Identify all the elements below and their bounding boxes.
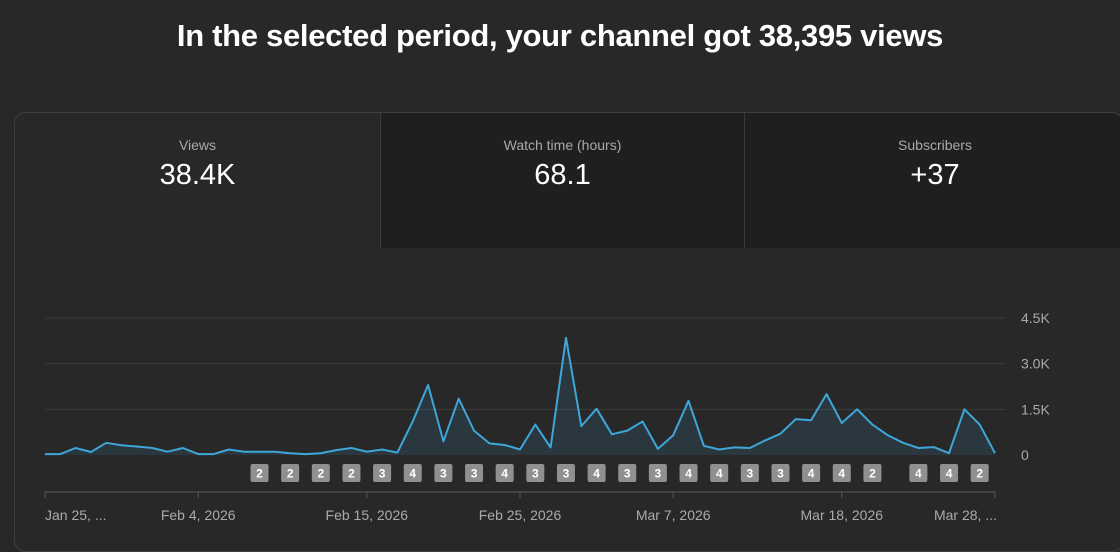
video-marker[interactable]: 4 (679, 464, 698, 482)
analytics-card: Views 38.4K Watch time (hours) 68.1 Subs… (14, 112, 1120, 552)
video-marker[interactable]: 3 (618, 464, 637, 482)
x-tick-label: Mar 7, 2026 (636, 507, 711, 523)
video-marker[interactable]: 3 (373, 464, 392, 482)
tab-watch-time[interactable]: Watch time (hours) 68.1 (380, 113, 744, 248)
video-marker-box (618, 464, 637, 482)
video-marker[interactable]: 4 (710, 464, 729, 482)
tab-watch-time-label: Watch time (hours) (503, 137, 622, 153)
y-tick-label: 3.0K (1021, 356, 1050, 372)
video-marker[interactable]: 4 (403, 464, 422, 482)
video-marker-box (281, 464, 300, 482)
y-tick-label: 0 (1021, 447, 1029, 463)
video-marker[interactable]: 4 (940, 464, 959, 482)
video-marker[interactable]: 4 (832, 464, 851, 482)
series-area (45, 337, 995, 455)
metric-tabs: Views 38.4K Watch time (hours) 68.1 Subs… (15, 113, 1120, 248)
video-marker-count: 4 (685, 467, 692, 481)
video-marker-count: 3 (471, 467, 478, 481)
video-marker-box (342, 464, 361, 482)
tab-views[interactable]: Views 38.4K (15, 113, 380, 248)
y-tick-label: 4.5K (1021, 310, 1050, 326)
video-marker-box (311, 464, 330, 482)
video-marker-box (740, 464, 759, 482)
video-marker-count: 3 (532, 467, 539, 481)
tab-subscribers-label: Subscribers (898, 137, 972, 153)
video-marker-count: 3 (379, 467, 386, 481)
video-marker-box (250, 464, 269, 482)
video-marker-count: 4 (946, 467, 953, 481)
video-marker-count: 4 (915, 467, 922, 481)
video-marker-box (940, 464, 959, 482)
video-marker[interactable]: 3 (526, 464, 545, 482)
x-tick-label: Feb 25, 2026 (479, 507, 562, 523)
video-marker[interactable]: 2 (281, 464, 300, 482)
video-marker-count: 3 (624, 467, 631, 481)
video-marker-count: 2 (348, 467, 355, 481)
video-marker[interactable]: 3 (648, 464, 667, 482)
video-marker-count: 4 (716, 467, 723, 481)
video-marker-box (863, 464, 882, 482)
x-tick-label: Jan 25, ... (45, 507, 106, 523)
video-marker-count: 4 (838, 467, 845, 481)
video-marker-count: 3 (746, 467, 753, 481)
video-marker[interactable]: 2 (970, 464, 989, 482)
video-marker-count: 2 (976, 467, 983, 481)
y-tick-label: 1.5K (1021, 401, 1050, 417)
video-marker-count: 3 (655, 467, 662, 481)
tab-views-value: 38.4K (159, 159, 236, 191)
video-marker-count: 3 (440, 467, 447, 481)
page-headline: In the selected period, your channel got… (176, 18, 944, 53)
video-marker-count: 2 (869, 467, 876, 481)
video-marker-box (970, 464, 989, 482)
tab-views-label: Views (178, 137, 217, 153)
video-marker-box (909, 464, 928, 482)
video-marker-count: 4 (501, 467, 508, 481)
video-marker-count: 2 (317, 467, 324, 481)
video-marker-count: 3 (777, 467, 784, 481)
tab-subscribers[interactable]: Subscribers +37 (744, 113, 1120, 248)
video-marker-box (802, 464, 821, 482)
x-tick-label: Mar 28, ... (934, 507, 997, 523)
video-marker-box (648, 464, 667, 482)
video-marker[interactable]: 2 (863, 464, 882, 482)
video-marker[interactable]: 2 (342, 464, 361, 482)
video-marker[interactable]: 2 (250, 464, 269, 482)
video-marker-count: 4 (409, 467, 416, 481)
tab-watch-time-value: 68.1 (534, 159, 591, 191)
video-marker-count: 2 (256, 467, 263, 481)
video-marker-box (403, 464, 422, 482)
video-marker[interactable]: 4 (587, 464, 606, 482)
video-marker[interactable]: 3 (740, 464, 759, 482)
video-marker-box (710, 464, 729, 482)
video-marker[interactable]: 4 (909, 464, 928, 482)
video-marker-count: 3 (563, 467, 570, 481)
video-marker[interactable]: 4 (495, 464, 514, 482)
video-marker-box (679, 464, 698, 482)
video-marker[interactable]: 4 (802, 464, 821, 482)
video-marker-box (587, 464, 606, 482)
video-marker-box (832, 464, 851, 482)
series-line (45, 336, 996, 456)
video-marker[interactable]: 3 (556, 464, 575, 482)
video-marker-box (771, 464, 790, 482)
video-marker-count: 4 (593, 467, 600, 481)
video-marker-count: 2 (287, 467, 294, 481)
video-marker-box (373, 464, 392, 482)
video-marker-box (495, 464, 514, 482)
video-marker[interactable]: 2 (311, 464, 330, 482)
video-marker[interactable]: 3 (465, 464, 484, 482)
video-marker-box (556, 464, 575, 482)
video-marker-box (465, 464, 484, 482)
video-marker[interactable]: 3 (771, 464, 790, 482)
tab-subscribers-value: +37 (910, 159, 960, 191)
x-tick-label: Feb 4, 2026 (161, 507, 236, 523)
video-marker-box (526, 464, 545, 482)
x-tick-label: Feb 15, 2026 (326, 507, 409, 523)
video-marker[interactable]: 3 (434, 464, 453, 482)
video-marker-count: 4 (808, 467, 815, 481)
x-tick-label: Mar 18, 2026 (801, 507, 884, 523)
video-marker-box (434, 464, 453, 482)
